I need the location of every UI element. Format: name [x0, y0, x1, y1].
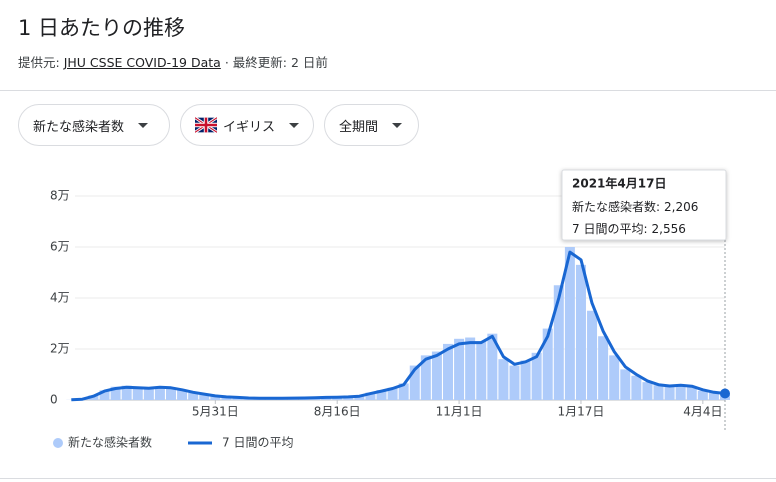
bar: [199, 394, 210, 400]
bar: [620, 369, 631, 400]
bar: [642, 382, 653, 400]
bar: [631, 375, 642, 400]
tooltip-box: [561, 169, 727, 241]
legend-label: 7 日間の平均: [222, 436, 293, 450]
source-link[interactable]: JHU CSSE COVID-19 Data: [63, 55, 221, 70]
bar: [675, 385, 686, 400]
x-tick-label: 4月4日: [683, 405, 722, 419]
bar: [431, 351, 442, 400]
period-dropdown[interactable]: 全期間: [324, 104, 419, 146]
bar: [188, 392, 199, 400]
bar: [387, 387, 398, 400]
bar: [587, 310, 598, 400]
y-tick-label: 8万: [50, 189, 70, 203]
source-label: 提供元:: [18, 55, 60, 70]
bar: [398, 383, 409, 400]
bar: [686, 387, 697, 400]
dropdown-label: イギリス: [223, 119, 276, 135]
divider: [0, 90, 776, 91]
flag-icon: [195, 117, 217, 133]
bar: [487, 333, 498, 400]
dropdown-label: 全期間: [339, 119, 379, 135]
legend-swatch: [53, 438, 63, 448]
bar: [520, 360, 531, 400]
average-line: [71, 250, 726, 402]
dropdown-label: 新たな感染者数: [33, 119, 125, 135]
bar: [110, 386, 121, 400]
y-tick-label: 0: [50, 393, 58, 407]
bar: [143, 387, 154, 400]
x-tick-label: 1月17日: [558, 405, 605, 419]
bar: [653, 385, 664, 400]
bar: [420, 355, 431, 400]
bar: [409, 365, 420, 400]
tooltip-row: 新たな感染者数: 2,206: [572, 199, 698, 214]
tooltip-value: 2,556: [652, 222, 686, 236]
bar: [121, 385, 132, 400]
legend-label: 新たな感染者数: [68, 435, 152, 450]
country-dropdown[interactable]: イギリス: [180, 104, 314, 146]
metric-dropdown[interactable]: 新たな感染者数: [18, 104, 170, 146]
bar: [664, 386, 675, 400]
bar: [509, 365, 520, 400]
x-tick-label: 11月1日: [436, 405, 483, 419]
bar: [553, 285, 564, 400]
tooltip-value: 2,206: [664, 200, 698, 214]
separator: ·: [224, 55, 229, 70]
bar: [609, 355, 620, 400]
bar: [354, 395, 365, 400]
bar: [476, 341, 487, 400]
bar: [564, 247, 575, 400]
y-tick-label: 2万: [50, 342, 70, 356]
bar: [210, 396, 221, 400]
hover-dot: [720, 388, 730, 399]
bar: [443, 343, 453, 400]
bar: [221, 397, 232, 400]
bar: [598, 336, 609, 400]
x-tick-label: 5月31日: [192, 405, 239, 419]
bar: [531, 352, 542, 400]
tooltip-row: 7 日間の平均: 2,556: [572, 222, 686, 236]
bar: [154, 386, 165, 400]
title: 1 日あたりの推移: [18, 16, 186, 40]
bar: [376, 390, 387, 400]
bar: [365, 392, 376, 400]
tooltip-label: 新たな感染者数:: [572, 199, 660, 214]
bar: [708, 392, 719, 400]
x-tick-label: 8月16日: [314, 405, 361, 419]
tooltip-date: 2021年4月17日: [572, 176, 666, 191]
y-tick-label: 6万: [50, 240, 70, 254]
bar: [166, 388, 176, 400]
tooltip-label: 7 日間の平均:: [572, 222, 648, 236]
bar: [542, 328, 553, 400]
source-line: 提供元: JHU CSSE COVID-19 Data · 最終更新: 2 日前: [18, 52, 328, 71]
bar: [575, 264, 586, 400]
bar: [465, 337, 476, 400]
bar: [132, 387, 143, 400]
updated: 最終更新: 2 日前: [232, 55, 328, 70]
bar: [498, 359, 509, 400]
y-tick-label: 4万: [50, 291, 70, 305]
bar: [177, 390, 188, 400]
divider: [0, 478, 776, 479]
bar: [99, 390, 110, 400]
bar: [697, 390, 708, 400]
bar: [454, 338, 465, 400]
